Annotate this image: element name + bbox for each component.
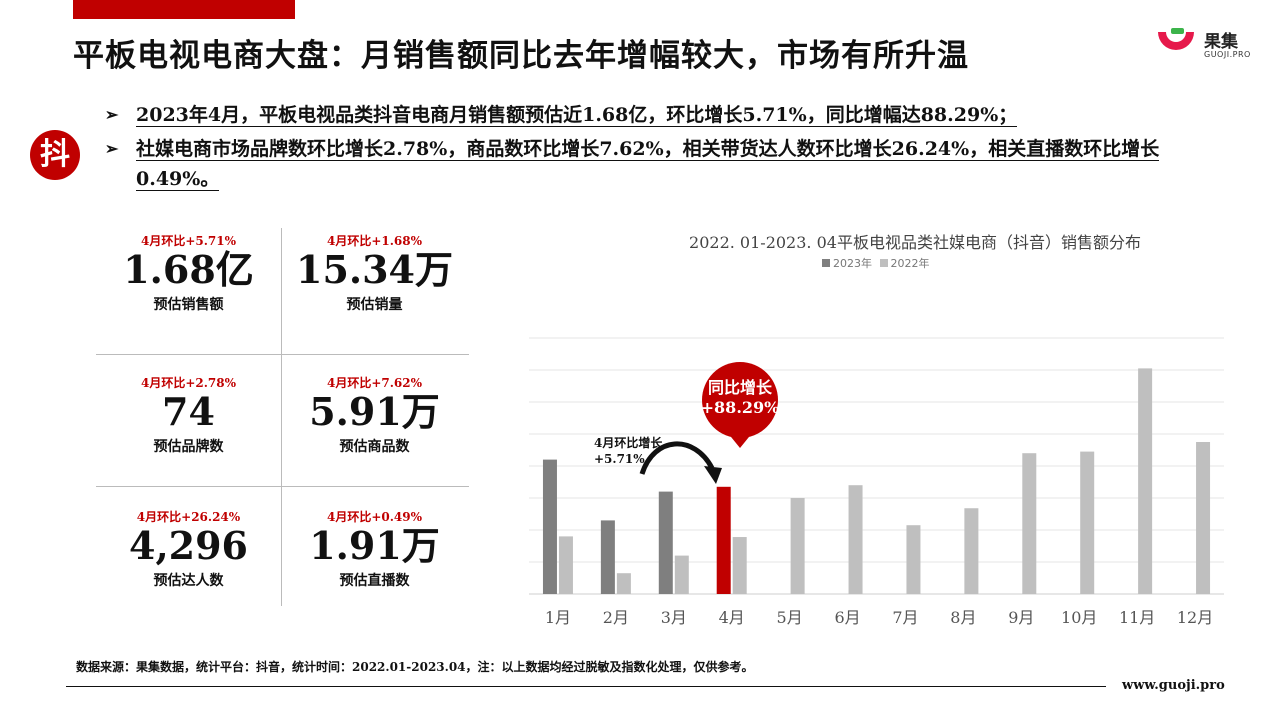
yoy-speech-bubble: [702, 362, 778, 448]
bar-2022年-6月: [848, 485, 863, 594]
mom-annotation-line: 4月环比增长: [594, 436, 663, 450]
bullet-text: 社媒电商市场品牌数环比增长2.78%，商品数环比增长7.62%，相关带货达人数环…: [136, 138, 1160, 191]
guoji-logo-icon: [1158, 28, 1194, 50]
metric-change: 4月环比+26.24%: [136, 510, 241, 524]
metric-label: 预估销量: [346, 297, 403, 313]
yoy-growth-annotation: 同比增长 +88.29%: [697, 378, 783, 418]
bullet-arrow-icon: ➢: [105, 139, 119, 158]
bar-2022年-7月: [906, 525, 921, 594]
footer-divider: [66, 686, 1106, 687]
chart-legend: 2023年 2022年: [822, 255, 934, 271]
metric-sales-volume: 4月环比+1.68% 15.34万 预估销量: [282, 232, 467, 314]
legend-item-2022: 2022年: [879, 257, 930, 270]
metric-sales-amount: 4月环比+5.71% 1.68亿 预估销售额: [96, 232, 281, 314]
guoji-logo: 果集 GUOJI.PRO: [1156, 26, 1250, 62]
yoy-annotation-line: 同比增长: [707, 378, 772, 397]
metric-label: 预估直播数: [339, 573, 410, 589]
metric-value: 4,296: [129, 523, 248, 568]
bar-2022年-4月: [732, 537, 747, 594]
bar-2023年-2月: [600, 520, 615, 594]
yoy-annotation-value: +88.29%: [700, 398, 780, 417]
bar-2022年-10月: [1080, 451, 1095, 594]
metric-value: 1.91万: [309, 523, 440, 568]
bullet-text: 2023年4月，平板电视品类抖音电商月销售额预估近1.68亿，环比增长5.71%…: [136, 104, 1018, 127]
x-tick-label: 5月: [777, 608, 803, 627]
x-tick-label: 1月: [545, 608, 571, 627]
metric-value: 74: [162, 389, 215, 434]
metric-value: 1.68亿: [123, 247, 254, 292]
x-tick-label: 11月: [1119, 608, 1155, 627]
chart-title: 2022. 01-2023. 04平板电视品类社媒电商（抖音）销售额分布: [689, 233, 1141, 252]
metric-change: 4月环比+5.71%: [140, 234, 237, 248]
x-tick-label: 4月: [719, 608, 745, 627]
legend-item-2023: 2023年: [822, 257, 872, 270]
metric-change: 4月环比+1.68%: [326, 234, 423, 248]
legend-label: 2022年: [890, 257, 930, 270]
legend-swatch: [879, 259, 888, 267]
logo-sub-text: GUOJI.PRO: [1204, 50, 1251, 59]
x-tick-label: 10月: [1061, 608, 1097, 627]
metric-change: 4月环比+0.49%: [326, 510, 423, 524]
mom-growth-annotation: 4月环比增长 +5.71%: [594, 435, 662, 467]
metric-change: 4月环比+7.62%: [326, 376, 423, 390]
bar-2022年-9月: [1022, 453, 1037, 594]
site-url: www.guoji.pro: [1122, 678, 1225, 693]
bar-2022年-3月: [674, 555, 689, 594]
metric-label: 预估达人数: [153, 573, 224, 589]
bar-2022年-12月: [1196, 442, 1211, 594]
metric-livestream-count: 4月环比+0.49% 1.91万 预估直播数: [282, 508, 467, 590]
bar-2022年-11月: [1138, 368, 1153, 594]
metric-label: 预估品牌数: [153, 439, 224, 455]
sales-bar-chart: 1月 2月 3月 4月 5月 6月 7月 8月 9月 10月 11月 12月: [529, 337, 1224, 627]
metric-change: 4月环比+2.78%: [140, 376, 237, 390]
bar-2023年-1月: [542, 459, 557, 594]
x-tick-label: 8月: [950, 608, 976, 627]
top-accent-bar: [73, 0, 295, 19]
mom-annotation-value: +5.71%: [594, 452, 645, 466]
legend-label: 2023年: [833, 257, 872, 270]
summary-bullets: ➢ 2023年4月，平板电视品类抖音电商月销售额预估近1.68亿，环比增长5.7…: [105, 100, 1225, 194]
x-tick-label: 2月: [603, 608, 629, 627]
metric-value: 5.91万: [309, 389, 440, 434]
logo-brand-text: 果集: [1204, 32, 1238, 52]
bullet-arrow-icon: ➢: [105, 105, 119, 124]
metric-value: 15.34万: [296, 247, 453, 292]
bullet-item: ➢ 2023年4月，平板电视品类抖音电商月销售额预估近1.68亿，环比增长5.7…: [105, 100, 1225, 130]
curved-arrow-icon: [639, 441, 722, 484]
bar-2023年-3月: [658, 491, 673, 594]
douyin-badge: 抖: [30, 130, 80, 180]
bullet-item: ➢ 社媒电商市场品牌数环比增长2.78%，商品数环比增长7.62%，相关带货达人…: [105, 134, 1225, 194]
x-tick-label: 3月: [661, 608, 687, 627]
legend-swatch: [822, 259, 830, 267]
metric-label: 预估销售额: [153, 297, 224, 313]
page-title: 平板电视电商大盘：月销售额同比去年增幅较大，市场有所升温: [73, 38, 969, 74]
grid-divider: [96, 354, 469, 355]
x-tick-label: 12月: [1177, 608, 1213, 627]
metric-product-count: 4月环比+7.62% 5.91万 预估商品数: [282, 374, 467, 456]
bar-2023年-4月: [716, 486, 731, 594]
grid-divider: [96, 486, 469, 487]
bar-2022年-5月: [790, 498, 805, 594]
metric-brand-count: 4月环比+2.78% 74 预估品牌数: [96, 374, 281, 456]
x-tick-label: 9月: [1008, 608, 1034, 627]
grid-divider: [281, 228, 282, 606]
metrics-grid: 4月环比+5.71% 1.68亿 预估销售额 4月环比+1.68% 15.34万…: [96, 228, 469, 606]
metric-influencer-count: 4月环比+26.24% 4,296 预估达人数: [96, 508, 281, 590]
bar-2022年-2月: [616, 573, 631, 594]
bar-2022年-8月: [964, 508, 979, 594]
x-tick-label: 7月: [892, 608, 918, 627]
x-tick-label: 6月: [834, 608, 860, 627]
data-source-footnote: 数据来源：果集数据，统计平台：抖音，统计时间：2022.01-2023.04，注…: [76, 660, 754, 674]
bar-2022年-1月: [558, 536, 573, 594]
metric-label: 预估商品数: [339, 439, 410, 455]
